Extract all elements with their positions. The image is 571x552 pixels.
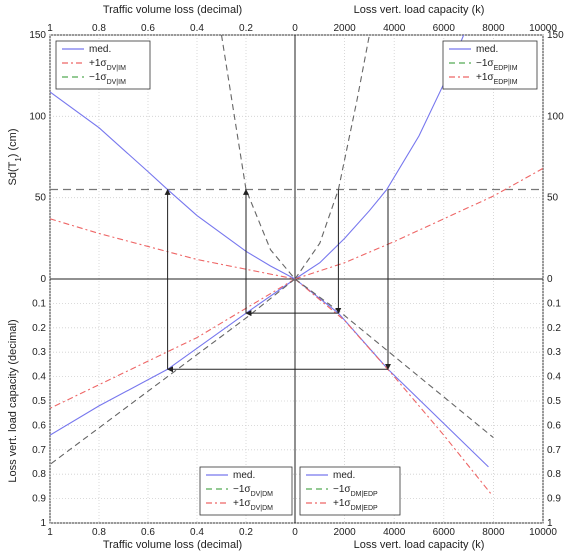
y-tick-label-right: 0.6: [547, 420, 561, 431]
series-plus-bottom-left: [50, 278, 296, 409]
x-tick-label-top-left: 0.6: [141, 23, 155, 34]
y-tick-label-left: 0.5: [32, 396, 46, 407]
y-axis-label-top-left: Sd(T1) (cm): [7, 128, 23, 185]
y-tick-label-right: 100: [547, 111, 564, 122]
x-tick-label-bottom-right: 6000: [433, 527, 456, 538]
legend-label: +1σDM|EDP: [333, 498, 378, 512]
x-tick-label-top-left: 1: [47, 23, 53, 34]
y-tick-label-right: 0: [547, 274, 553, 285]
arrow-layer: [164, 188, 391, 373]
legend-label: −1σDV|IM: [89, 72, 126, 86]
legend-top-left: med. +1σDV|IM−1σDV|IM: [55, 40, 151, 90]
x-tick-label-top-left: 0.8: [92, 23, 106, 34]
x-tick-label-top-right: 4000: [383, 23, 406, 34]
y-tick-label-left: 1: [40, 518, 46, 529]
x-tick-label-bottom-left: 1: [47, 527, 53, 538]
x-tick-label-bottom-left: 0.4: [190, 527, 204, 538]
x-axis-label-top-right: Loss vert. load capacity (k): [354, 4, 485, 16]
y-tick-label-left: 50: [35, 193, 47, 204]
series-minus-bottom-left: [50, 278, 296, 465]
legend-label: med.: [89, 44, 111, 55]
y-axis-label-bottom-left: Loss vert. load capacity (decimal): [7, 319, 19, 482]
legend-bottom-right: med. −1σDM|EDP+1σDM|EDP: [299, 466, 401, 516]
y-tick-label-left: 0: [40, 274, 46, 285]
y-tick-label-left: 0.3: [32, 347, 46, 358]
legend-label: med.: [233, 470, 255, 481]
y-tick-label-right: 0.7: [547, 445, 561, 456]
legend-label: −1σDV|DM: [233, 484, 273, 498]
legend-label: med.: [333, 470, 355, 481]
x-tick-label-bottom-right: 4000: [383, 527, 406, 538]
x-tick-label-bottom-left: 0: [292, 527, 298, 538]
x-tick-label-top-right: 2000: [333, 23, 356, 34]
x-tick-label-bottom-right: 10000: [529, 527, 557, 538]
x-axis-label-bottom-left: Traffic volume loss (decimal): [103, 539, 242, 551]
legend-top-right: med. −1σEDP|IM+1σEDP|IM: [442, 40, 538, 90]
series-med-top-right: [294, 35, 465, 280]
x-tick-label-bottom-left: 0.6: [141, 527, 155, 538]
x-axis-label-bottom-right: Loss vert. load capacity (k): [354, 539, 485, 551]
y-tick-label-left: 0.7: [32, 445, 46, 456]
y-tick-label-left: 150: [29, 30, 46, 41]
y-tick-label-left: 0.6: [32, 420, 46, 431]
x-tick-label-top-right: 6000: [433, 23, 456, 34]
y-tick-label-right: 0.5: [547, 396, 561, 407]
legend-label: +1σDV|IM: [89, 58, 126, 72]
y-tick-label-left: 0.8: [32, 469, 46, 480]
y-tick-label-left: 0.4: [32, 372, 46, 383]
x-tick-label-bottom-left: 0.2: [239, 527, 253, 538]
legends: med. +1σDV|IM−1σDV|IM med. −1σEDP|IM+1σEDP|…: [55, 40, 538, 516]
y-tick-label-right: 50: [547, 193, 559, 204]
x-tick-label-top-left: 0: [292, 23, 298, 34]
y-tick-label-right: 0.4: [547, 372, 561, 383]
legend-bottom-left: med. −1σDV|DM+1σDV|DM: [199, 466, 293, 516]
series-minus-top-left: [220, 35, 296, 280]
series-plus-top-left: [50, 218, 296, 280]
x-tick-label-top-left: 0.4: [190, 23, 204, 34]
legend-label: −1σEDP|IM: [476, 58, 518, 72]
legend-label: +1σEDP|IM: [476, 72, 518, 86]
series-med-top-left: [50, 91, 296, 280]
x-tick-label-top-right: 8000: [482, 23, 505, 34]
y-tick-label-right: 0.3: [547, 347, 561, 358]
y-tick-label-right: 0.2: [547, 323, 561, 334]
legend-label: −1σDM|EDP: [333, 484, 378, 498]
y-tick-label-left: 100: [29, 111, 46, 122]
series-minus-bottom-right: [294, 278, 494, 439]
y-tick-label-left: 0.2: [32, 323, 46, 334]
axis-labels: Traffic volume loss (decimal) Loss vert. …: [7, 4, 485, 551]
x-tick-label-top-right: 10000: [529, 23, 557, 34]
y-tick-label-right: 0.8: [547, 469, 561, 480]
series-med-bottom-right: [294, 278, 489, 468]
series-layer: [50, 35, 543, 495]
y-tick-label-left: 0.1: [32, 298, 46, 309]
x-tick-label-bottom-left: 0.8: [92, 527, 106, 538]
y-tick-label-left: 0.9: [32, 494, 46, 505]
x-tick-label-top-left: 0.2: [239, 23, 253, 34]
legend-label: med.: [476, 44, 498, 55]
y-tick-label-right: 150: [547, 30, 564, 41]
x-tick-label-bottom-right: 2000: [333, 527, 356, 538]
series-plus-bottom-right: [294, 278, 492, 495]
y-tick-label-right: 0.1: [547, 298, 561, 309]
series-plus-top-right: [294, 167, 543, 280]
y-tick-label-right: 0.9: [547, 494, 561, 505]
legend-label: +1σDV|DM: [233, 498, 273, 512]
x-tick-label-bottom-right: 8000: [482, 527, 505, 538]
y-tick-label-right: 1: [547, 518, 553, 529]
x-axis-label-top-left: Traffic volume loss (decimal): [103, 4, 242, 16]
